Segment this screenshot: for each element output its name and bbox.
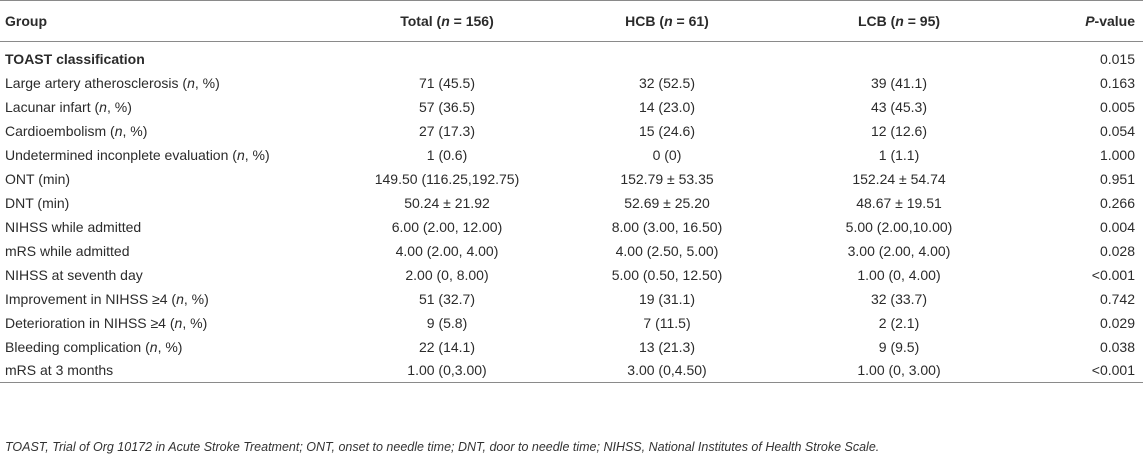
row-label: Bleeding complication (n, %)	[5, 338, 183, 355]
table-row: Lacunar infart (n, %) 57 (36.5) 14 (23.0) 4…	[0, 95, 1143, 119]
row-label: Lacunar infart (n, %)	[5, 98, 132, 115]
cell-total: 50.24 ± 21.92	[404, 194, 490, 211]
table-row: DNT (min) 50.24 ± 21.92 52.69 ± 25.20 48.67…	[0, 191, 1143, 215]
cell-total: 57 (36.5)	[418, 98, 476, 115]
cell-lcb: 2 (2.1)	[878, 314, 920, 331]
table-row: mRS while admitted 4.00 (2.00, 4.00) 4.00 …	[0, 239, 1143, 263]
table-body: TOAST classification 0.015 Large artery at…	[0, 42, 1143, 383]
cell-hcb: 152.79 ± 53.35	[620, 170, 714, 187]
cell-lcb: 9 (9.5)	[878, 338, 920, 355]
cell-hcb: 4.00 (2.50, 5.00)	[615, 242, 719, 259]
table-row: NIHSS at seventh day 2.00 (0, 8.00) 5.00 (…	[0, 263, 1143, 287]
cell-total: 51 (32.7)	[418, 290, 476, 307]
cell-p-value: 0.015	[1099, 51, 1135, 68]
cell-total	[337, 42, 557, 71]
cell-lcb: 3.00 (2.00, 4.00)	[847, 242, 951, 259]
cell-lcb: 48.67 ± 19.51	[856, 194, 942, 211]
cell-p-value: 0.951	[1099, 170, 1135, 187]
cell-hcb: 14 (23.0)	[638, 98, 696, 115]
table-row: Improvement in NIHSS ≥4 (n, %) 51 (32.7) 1…	[0, 287, 1143, 311]
row-label: DNT (min)	[5, 194, 70, 211]
header-hcb: HCB (n = 61)	[557, 0, 777, 42]
row-label: NIHSS while admitted	[5, 218, 142, 235]
cell-p-value: 0.004	[1099, 218, 1135, 235]
row-label: Large artery atherosclerosis (n, %)	[5, 74, 220, 91]
cell-p-value: <0.001	[1021, 358, 1143, 383]
table-row: mRS at 3 months 1.00 (0,3.00) 3.00 (0,4.50…	[0, 358, 1143, 383]
cell-lcb: 152.24 ± 54.74	[852, 170, 946, 187]
header-total: Total (n = 156)	[337, 0, 557, 42]
cell-p-value: 0.005	[1099, 98, 1135, 115]
cell-total: 27 (17.3)	[418, 122, 476, 139]
cell-p-value: <0.001	[1091, 266, 1135, 283]
header-lcb: LCB (n = 95)	[777, 0, 1021, 42]
row-label: Improvement in NIHSS ≥4 (n, %)	[5, 290, 209, 307]
cell-p-value: 0.266	[1099, 194, 1135, 211]
cell-hcb: 19 (31.1)	[638, 290, 696, 307]
section-row: TOAST classification 0.015	[0, 42, 1143, 71]
cell-lcb	[777, 42, 1021, 71]
cell-p-value: 0.029	[1099, 314, 1135, 331]
table-row: Deterioration in NIHSS ≥4 (n, %) 9 (5.8) 7…	[0, 311, 1143, 335]
results-table: Group Total (n = 156) HCB (n = 61) LCB (…	[0, 0, 1143, 383]
table-row: NIHSS while admitted 6.00 (2.00, 12.00) 8.…	[0, 215, 1143, 239]
cell-lcb: 5.00 (2.00,10.00)	[845, 218, 953, 235]
row-label: NIHSS at seventh day	[5, 266, 143, 283]
row-label: Cardioembolism (n, %)	[5, 122, 148, 139]
cell-lcb: 1.00 (0, 4.00)	[857, 266, 941, 283]
cell-lcb: 32 (33.7)	[870, 290, 928, 307]
cell-total: 1 (0.6)	[426, 146, 468, 163]
cell-p-value: 1.000	[1099, 146, 1135, 163]
table-row: ONT (min) 149.50 (116.25,192.75) 152.79 ± …	[0, 167, 1143, 191]
table-row: Bleeding complication (n, %) 22 (14.1) 13 …	[0, 335, 1143, 359]
cell-hcb: 5.00 (0.50, 12.50)	[611, 266, 723, 283]
row-label: ONT (min)	[5, 170, 71, 187]
table-row: Undetermined inconplete evaluation (n, %…	[0, 143, 1143, 167]
row-label: Deterioration in NIHSS ≥4 (n, %)	[5, 314, 208, 331]
cell-hcb: 32 (52.5)	[638, 74, 696, 91]
cell-hcb: 0 (0)	[652, 146, 682, 163]
cell-hcb: 13 (21.3)	[638, 338, 696, 355]
cell-total: 1.00 (0,3.00)	[337, 358, 557, 383]
cell-hcb: 3.00 (0,4.50)	[557, 358, 777, 383]
header-row: Group Total (n = 156) HCB (n = 61) LCB (…	[0, 0, 1143, 42]
cell-total: 4.00 (2.00, 4.00)	[395, 242, 499, 259]
cell-p-value: 0.054	[1099, 122, 1135, 139]
table-row: Cardioembolism (n, %) 27 (17.3) 15 (24.6) 1…	[0, 119, 1143, 143]
header-group: Group	[0, 0, 337, 42]
cell-hcb: 15 (24.6)	[638, 122, 696, 139]
row-label: Undetermined inconplete evaluation (n, %…	[5, 146, 270, 163]
cell-lcb: 1 (1.1)	[878, 146, 920, 163]
cell-lcb: 39 (41.1)	[870, 74, 928, 91]
cell-total: 22 (14.1)	[418, 338, 476, 355]
cell-lcb: 12 (12.6)	[870, 122, 928, 139]
cell-total: 6.00 (2.00, 12.00)	[391, 218, 503, 235]
table-footnote: TOAST, Trial of Org 10172 in Acute Strok…	[5, 440, 880, 454]
row-label: TOAST classification	[5, 51, 145, 68]
cell-lcb: 1.00 (0, 3.00)	[777, 358, 1021, 383]
header-p-value: P-value	[1021, 0, 1143, 42]
table-row: Large artery atherosclerosis (n, %) 71 (4…	[0, 71, 1143, 95]
cell-p-value: 0.028	[1099, 242, 1135, 259]
cell-total: 149.50 (116.25,192.75)	[374, 170, 520, 187]
cell-p-value: 0.742	[1099, 290, 1135, 307]
cell-hcb: 52.69 ± 25.20	[624, 194, 710, 211]
cell-total: 9 (5.8)	[426, 314, 468, 331]
cell-hcb: 8.00 (3.00, 16.50)	[611, 218, 723, 235]
row-label: mRS at 3 months	[0, 358, 337, 383]
row-label: mRS while admitted	[5, 242, 130, 259]
cell-total: 71 (45.5)	[418, 74, 476, 91]
cell-hcb	[557, 42, 777, 71]
cell-p-value: 0.163	[1099, 74, 1135, 91]
cell-hcb: 7 (11.5)	[643, 314, 691, 331]
cell-p-value: 0.038	[1099, 338, 1135, 355]
cell-lcb: 43 (45.3)	[870, 98, 928, 115]
cell-total: 2.00 (0, 8.00)	[405, 266, 489, 283]
